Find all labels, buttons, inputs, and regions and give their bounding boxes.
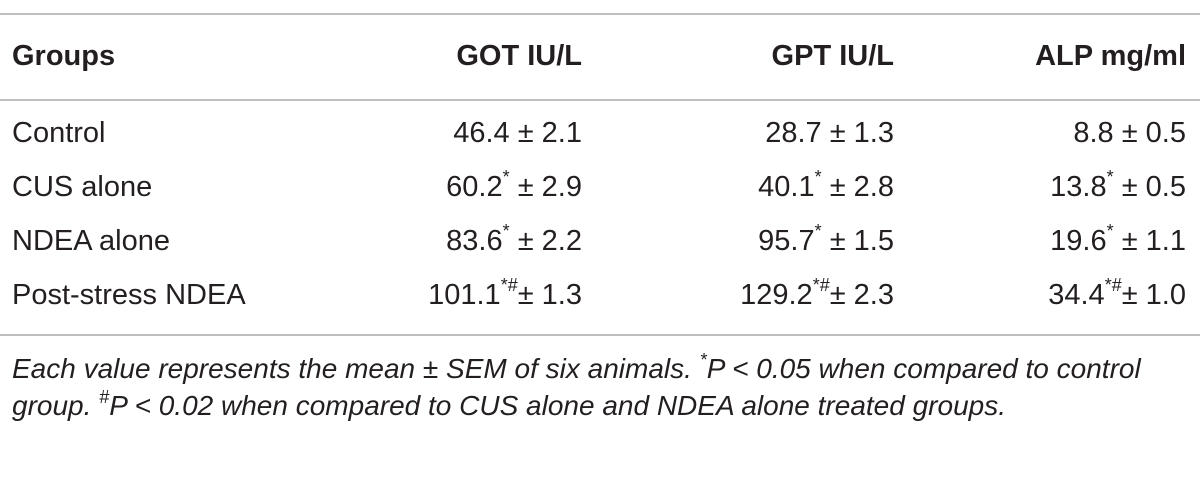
gpt-value: 40.1 [758,171,815,203]
alp-mark: *# [1104,275,1122,296]
header-alp: ALP mg/ml [1035,40,1186,72]
alp-value: 34.4 [1048,279,1105,311]
got-value: 46.4 [453,117,510,149]
gpt-value: 129.2 [740,279,813,311]
got-value: 60.2 [446,171,503,203]
table-bottom-rule [0,334,1200,336]
footnote-part2: P < 0.05 when compared to control group. [12,353,1141,421]
gpt-value: 28.7 [765,117,822,149]
gpt-sem: ± 1.3 [829,117,894,149]
table-top-rule [0,13,1200,15]
footnote-part3: P < 0.02 when compared to CUS alone and … [109,390,1006,421]
row-cus-alp: 13.8* ± 0.5 [1050,167,1186,204]
alp-mark: * [1106,167,1114,188]
got-sem: ± 2.2 [509,225,582,257]
row-cus-gpt: 40.1* ± 2.8 [758,167,894,204]
got-sem: ± 2.1 [517,117,582,149]
row-ndea-group: NDEA alone [12,225,170,257]
row-ndea-gpt: 95.7* ± 1.5 [758,221,894,258]
gpt-mark: *# [812,275,830,296]
row-poststress-gpt: 129.2*#± 2.3 [740,275,894,312]
row-ndea-alp: 19.6* ± 1.1 [1050,221,1186,258]
got-mark: * [502,221,510,242]
got-mark: * [502,167,510,188]
got-sem: ± 1.3 [517,279,582,311]
alp-mark: * [1106,221,1114,242]
row-poststress-alp: 34.4*#± 1.0 [1048,275,1186,312]
gpt-value: 95.7 [758,225,815,257]
alp-sem: ± 1.0 [1121,279,1186,311]
gpt-mark: * [814,167,822,188]
row-control-group: Control [12,117,106,149]
gpt-sem: ± 2.3 [829,279,894,311]
row-poststress-group: Post-stress NDEA [12,279,246,311]
alp-value: 13.8 [1050,171,1107,203]
footnote-part1: Each value represents the mean ± SEM of … [12,353,700,384]
table-header-rule [0,99,1200,101]
alp-sem: ± 0.5 [1121,117,1186,149]
row-control-alp: 8.8 ± 0.5 [1073,116,1186,150]
row-control-got: 46.4 ± 2.1 [453,116,582,150]
row-poststress-got: 101.1*#± 1.3 [428,275,582,312]
alp-sem: ± 1.1 [1113,225,1186,257]
got-value: 83.6 [446,225,503,257]
got-value: 101.1 [428,279,501,311]
gpt-mark: * [814,221,822,242]
row-control-gpt: 28.7 ± 1.3 [765,116,894,150]
header-gpt: GPT IU/L [771,40,894,72]
table-footnote: Each value represents the mean ± SEM of … [12,350,1188,424]
gpt-sem: ± 2.8 [821,171,894,203]
alp-sem: ± 0.5 [1113,171,1186,203]
row-cus-group: CUS alone [12,171,153,203]
header-groups: Groups [12,40,116,72]
got-mark: *# [500,275,518,296]
alp-value: 19.6 [1050,225,1107,257]
footnote-mark-hash: # [99,386,110,407]
gpt-sem: ± 1.5 [821,225,894,257]
row-cus-got: 60.2* ± 2.9 [446,167,582,204]
header-got: GOT IU/L [456,40,582,72]
footnote-mark-star: * [699,349,707,370]
row-ndea-got: 83.6* ± 2.2 [446,221,582,258]
alp-value: 8.8 [1073,117,1114,149]
got-sem: ± 2.9 [509,171,582,203]
